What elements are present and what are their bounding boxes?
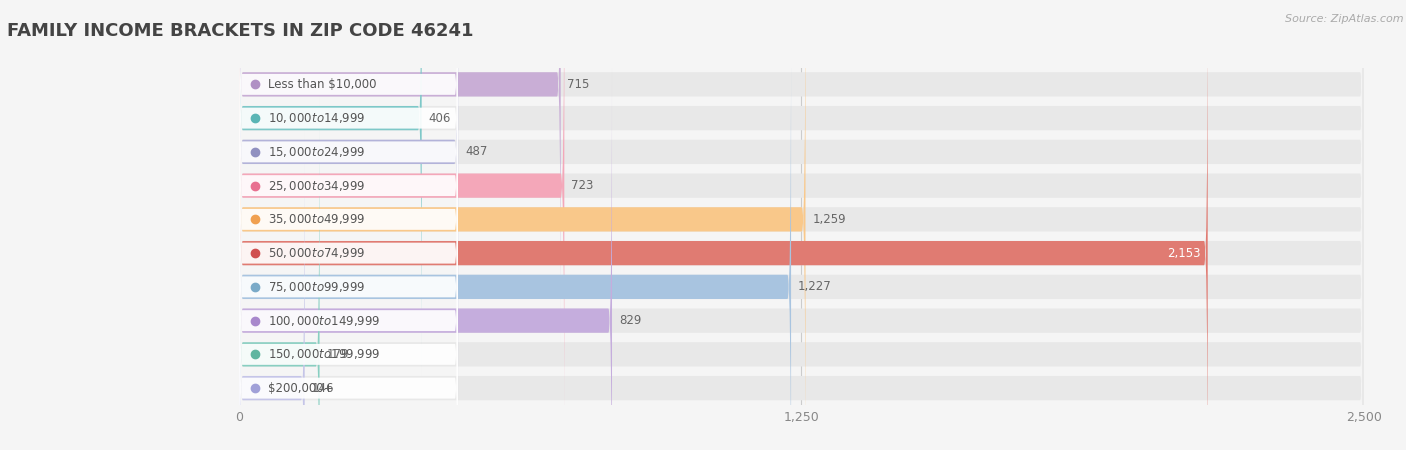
- FancyBboxPatch shape: [239, 0, 1364, 376]
- Text: $200,000+: $200,000+: [269, 382, 333, 395]
- FancyBboxPatch shape: [239, 130, 305, 450]
- FancyBboxPatch shape: [239, 0, 1364, 450]
- FancyBboxPatch shape: [239, 162, 458, 450]
- FancyBboxPatch shape: [239, 29, 1364, 450]
- FancyBboxPatch shape: [239, 0, 561, 342]
- Text: $15,000 to $24,999: $15,000 to $24,999: [269, 145, 366, 159]
- FancyBboxPatch shape: [239, 96, 319, 450]
- FancyBboxPatch shape: [239, 0, 458, 344]
- Text: 829: 829: [619, 314, 641, 327]
- Text: Less than $10,000: Less than $10,000: [269, 78, 377, 91]
- Text: $10,000 to $14,999: $10,000 to $14,999: [269, 111, 366, 125]
- FancyBboxPatch shape: [239, 95, 458, 450]
- Text: 2,153: 2,153: [1167, 247, 1201, 260]
- FancyBboxPatch shape: [239, 0, 1364, 342]
- Text: 1,259: 1,259: [813, 213, 846, 226]
- FancyBboxPatch shape: [239, 0, 1364, 444]
- FancyBboxPatch shape: [239, 0, 1364, 410]
- Text: 723: 723: [571, 179, 593, 192]
- FancyBboxPatch shape: [239, 0, 458, 378]
- FancyBboxPatch shape: [239, 130, 1364, 450]
- FancyBboxPatch shape: [239, 63, 1364, 450]
- Text: 146: 146: [312, 382, 335, 395]
- Text: 406: 406: [429, 112, 451, 125]
- FancyBboxPatch shape: [239, 96, 1364, 450]
- FancyBboxPatch shape: [239, 129, 458, 450]
- FancyBboxPatch shape: [239, 27, 458, 411]
- Text: $50,000 to $74,999: $50,000 to $74,999: [269, 246, 366, 260]
- FancyBboxPatch shape: [239, 29, 792, 450]
- FancyBboxPatch shape: [239, 0, 422, 376]
- Text: 715: 715: [568, 78, 591, 91]
- FancyBboxPatch shape: [239, 0, 564, 444]
- Text: $100,000 to $149,999: $100,000 to $149,999: [269, 314, 381, 328]
- Text: $75,000 to $99,999: $75,000 to $99,999: [269, 280, 366, 294]
- Text: $150,000 to $199,999: $150,000 to $199,999: [269, 347, 381, 361]
- FancyBboxPatch shape: [239, 0, 806, 450]
- Text: 179: 179: [326, 348, 349, 361]
- Text: 1,227: 1,227: [797, 280, 831, 293]
- FancyBboxPatch shape: [239, 0, 458, 276]
- FancyBboxPatch shape: [239, 0, 1364, 450]
- FancyBboxPatch shape: [239, 0, 1208, 450]
- Text: FAMILY INCOME BRACKETS IN ZIP CODE 46241: FAMILY INCOME BRACKETS IN ZIP CODE 46241: [7, 22, 474, 40]
- Text: 487: 487: [465, 145, 488, 158]
- Text: Source: ZipAtlas.com: Source: ZipAtlas.com: [1285, 14, 1403, 23]
- FancyBboxPatch shape: [239, 0, 458, 410]
- FancyBboxPatch shape: [239, 0, 458, 310]
- FancyBboxPatch shape: [239, 63, 612, 450]
- FancyBboxPatch shape: [239, 61, 458, 445]
- Text: $35,000 to $49,999: $35,000 to $49,999: [269, 212, 366, 226]
- Text: $25,000 to $34,999: $25,000 to $34,999: [269, 179, 366, 193]
- FancyBboxPatch shape: [239, 196, 458, 450]
